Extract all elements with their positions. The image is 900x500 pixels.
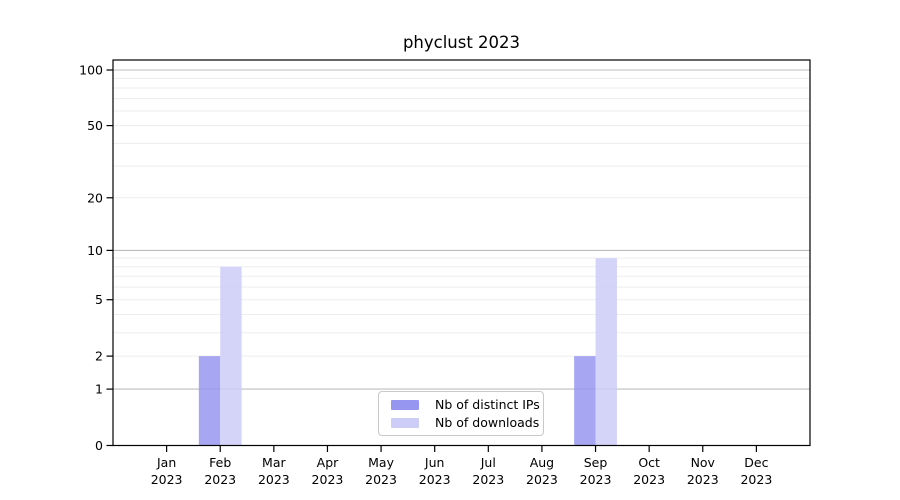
- legend: Nb of distinct IPs Nb of downloads: [378, 391, 544, 436]
- legend-label-distinct-ips: Nb of distinct IPs: [435, 397, 540, 412]
- y-tick-label: 20: [87, 190, 103, 205]
- x-tick-label-year: 2023: [365, 472, 397, 487]
- legend-item-downloads: Nb of downloads: [391, 415, 539, 430]
- y-tick-label: 0: [95, 438, 103, 453]
- y-tick-label: 5: [95, 292, 103, 307]
- x-tick-label-year: 2023: [472, 472, 504, 487]
- x-tick-label-month: Mar: [262, 455, 286, 470]
- x-tick-label-year: 2023: [633, 472, 665, 487]
- x-tick-label-year: 2023: [258, 472, 290, 487]
- x-tick-label-month: Aug: [530, 455, 554, 470]
- x-tick-label-month: Jan: [156, 455, 176, 470]
- x-tick-label-year: 2023: [687, 472, 719, 487]
- x-tick-label-year: 2023: [312, 472, 344, 487]
- legend-swatch-distinct-ips: [391, 399, 419, 410]
- x-tick-label-month: Jul: [480, 455, 496, 470]
- x-tick-label-year: 2023: [580, 472, 612, 487]
- x-tick-label-month: Feb: [209, 455, 231, 470]
- y-tick-label: 50: [87, 118, 103, 133]
- x-tick-label-month: Apr: [317, 455, 339, 470]
- x-tick-label-month: Sep: [584, 455, 608, 470]
- x-tick-label-year: 2023: [151, 472, 183, 487]
- x-tick-label-month: Jun: [424, 455, 445, 470]
- x-tick-label-year: 2023: [204, 472, 236, 487]
- legend-swatch-downloads: [391, 417, 419, 428]
- bar-downloads: [595, 258, 617, 445]
- legend-label-downloads: Nb of downloads: [435, 415, 540, 430]
- plot-frame: [112, 59, 811, 447]
- x-tick-label-month: Nov: [691, 455, 716, 470]
- y-tick-label: 2: [95, 349, 103, 364]
- x-tick-label-year: 2023: [740, 472, 772, 487]
- x-tick-label-month: May: [368, 455, 394, 470]
- bar-distinct-ips: [198, 356, 221, 445]
- x-tick-label-year: 2023: [526, 472, 558, 487]
- y-tick-label: 100: [79, 63, 103, 78]
- y-tick-label: 10: [87, 243, 103, 258]
- legend-item-distinct-ips: Nb of distinct IPs: [391, 397, 540, 412]
- chart-title: phyclust 2023: [402, 33, 521, 52]
- y-tick-label: 1: [95, 382, 103, 397]
- bar-distinct-ips: [574, 356, 596, 445]
- x-tick-label-month: Dec: [744, 455, 768, 470]
- bar-downloads: [220, 266, 242, 445]
- x-tick-label-year: 2023: [419, 472, 451, 487]
- x-tick-label-month: Oct: [638, 455, 660, 470]
